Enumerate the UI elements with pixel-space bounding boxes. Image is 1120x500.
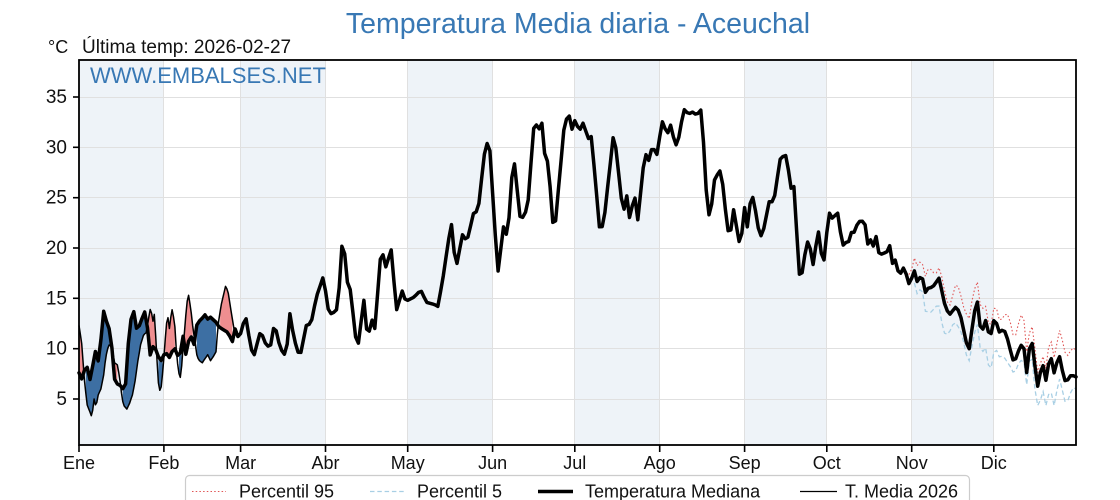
svg-text:Percentil 5: Percentil 5 [417, 482, 502, 500]
svg-text:Jun: Jun [478, 453, 507, 473]
svg-text:5: 5 [56, 389, 67, 410]
svg-text:WWW.EMBALSES.NET: WWW.EMBALSES.NET [90, 63, 326, 88]
svg-text:Dic: Dic [981, 453, 1007, 473]
svg-text:Jul: Jul [563, 453, 586, 473]
svg-text:Nov: Nov [896, 453, 928, 473]
svg-text:30: 30 [46, 137, 67, 158]
svg-text:°C: °C [48, 37, 68, 57]
svg-text:10: 10 [46, 339, 67, 360]
svg-text:Temperatura Mediana: Temperatura Mediana [585, 482, 761, 500]
svg-text:Ene: Ene [63, 453, 95, 473]
svg-text:Percentil 95: Percentil 95 [239, 482, 334, 500]
svg-text:35: 35 [46, 87, 67, 108]
svg-text:Temperatura Media diaria - Ace: Temperatura Media diaria - Aceuchal [346, 8, 810, 40]
svg-text:Mar: Mar [225, 453, 256, 473]
svg-text:25: 25 [46, 188, 67, 209]
svg-text:T. Media 2026: T. Media 2026 [845, 482, 958, 500]
svg-text:Feb: Feb [148, 453, 179, 473]
svg-text:Sep: Sep [729, 453, 761, 473]
svg-text:May: May [391, 453, 425, 473]
svg-text:20: 20 [46, 238, 67, 259]
svg-text:15: 15 [46, 288, 67, 309]
svg-text:Oct: Oct [813, 453, 841, 473]
svg-text:Última temp: 2026-02-27: Última temp: 2026-02-27 [82, 36, 291, 58]
svg-text:Ago: Ago [644, 453, 676, 473]
svg-text:Abr: Abr [311, 453, 339, 473]
